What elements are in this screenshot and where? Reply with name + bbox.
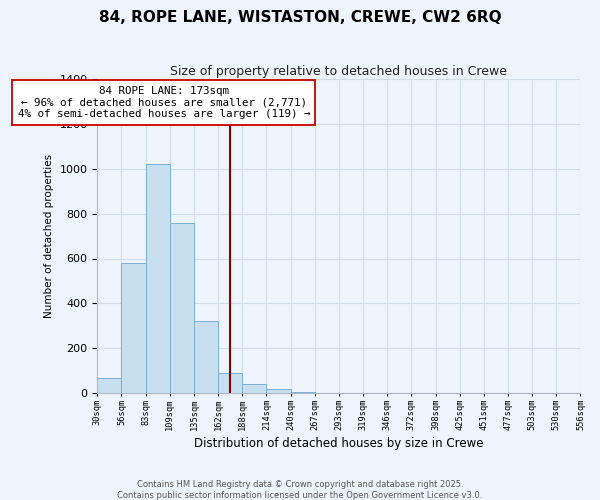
Bar bbox=[266, 388, 290, 393]
Text: 84 ROPE LANE: 173sqm
← 96% of detached houses are smaller (2,771)
4% of semi-det: 84 ROPE LANE: 173sqm ← 96% of detached h… bbox=[17, 86, 310, 119]
Text: 84, ROPE LANE, WISTASTON, CREWE, CW2 6RQ: 84, ROPE LANE, WISTASTON, CREWE, CW2 6RQ bbox=[98, 10, 502, 25]
Bar bbox=[290, 392, 315, 393]
Bar bbox=[242, 384, 266, 393]
Bar bbox=[146, 164, 170, 393]
Bar bbox=[194, 322, 218, 393]
X-axis label: Distribution of detached houses by size in Crewe: Distribution of detached houses by size … bbox=[194, 437, 484, 450]
Title: Size of property relative to detached houses in Crewe: Size of property relative to detached ho… bbox=[170, 65, 508, 78]
Text: Contains HM Land Registry data © Crown copyright and database right 2025.
Contai: Contains HM Land Registry data © Crown c… bbox=[118, 480, 482, 500]
Bar bbox=[170, 222, 194, 393]
Bar bbox=[218, 373, 242, 393]
Bar bbox=[121, 263, 146, 393]
Y-axis label: Number of detached properties: Number of detached properties bbox=[44, 154, 54, 318]
Bar bbox=[97, 378, 121, 393]
